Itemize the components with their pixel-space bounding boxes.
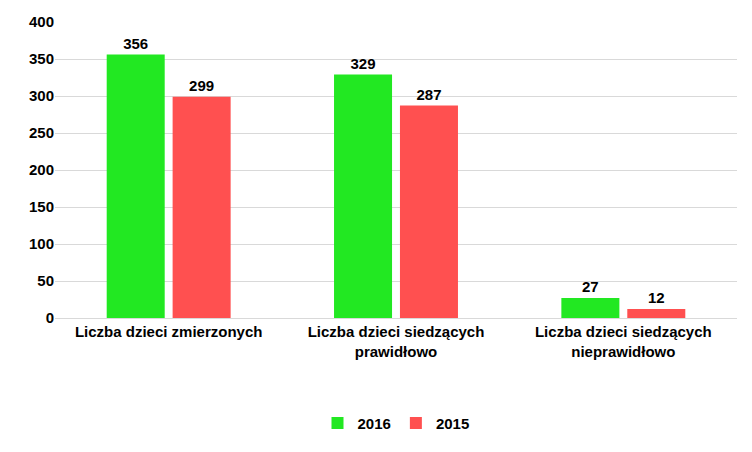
svg-text:Liczba dzieci siedzącychniepra: Liczba dzieci siedzącychnieprawidłowo: [535, 323, 712, 360]
svg-text:300: 300: [29, 87, 54, 104]
svg-text:0: 0: [46, 309, 54, 326]
svg-text:200: 200: [29, 161, 54, 178]
svg-text:100: 100: [29, 235, 54, 252]
svg-text:2016: 2016: [358, 415, 391, 432]
svg-text:356: 356: [123, 35, 148, 52]
svg-text:400: 400: [29, 13, 54, 30]
svg-text:350: 350: [29, 50, 54, 67]
svg-text:150: 150: [29, 198, 54, 215]
svg-text:50: 50: [37, 272, 54, 289]
svg-text:287: 287: [416, 86, 441, 103]
svg-text:12: 12: [648, 289, 665, 306]
svg-text:250: 250: [29, 124, 54, 141]
svg-text:Liczba dzieci zmierzonych: Liczba dzieci zmierzonych: [75, 323, 263, 340]
svg-text:Liczba dzieci siedzącychprawid: Liczba dzieci siedzącychprawidłowo: [308, 323, 485, 360]
svg-text:2015: 2015: [436, 415, 469, 432]
svg-text:329: 329: [351, 55, 376, 72]
svg-text:27: 27: [582, 278, 599, 295]
svg-text:299: 299: [189, 77, 214, 94]
